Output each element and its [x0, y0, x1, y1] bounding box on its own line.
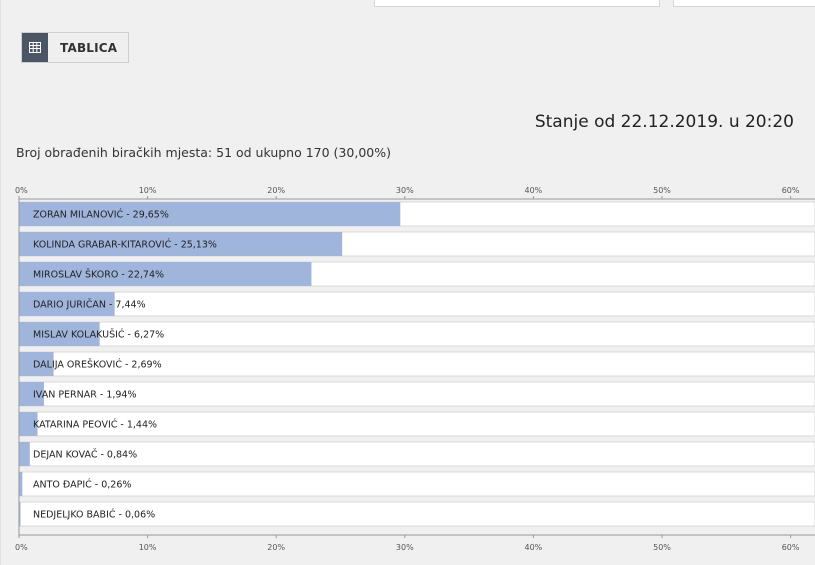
bar-track — [18, 321, 815, 347]
tick-label: 30% — [396, 186, 414, 195]
tick-label: 60% — [782, 543, 800, 552]
bar — [19, 292, 115, 316]
bar-label: ZORAN MILANOVIĆ - 29,65% — [33, 209, 169, 221]
bar-label: IVAN PERNAR - 1,94% — [33, 390, 137, 401]
bar-label: MIROSLAV ŠKORO - 22,74% — [33, 269, 164, 281]
filter-dropdown-2[interactable] — [673, 0, 815, 7]
tick-label: 60% — [782, 186, 800, 195]
left-border — [0, 0, 1, 565]
bar — [19, 202, 401, 226]
bar — [19, 232, 343, 256]
tick-label: 10% — [139, 186, 157, 195]
bar-track — [18, 381, 815, 407]
tick-label: 0% — [15, 543, 28, 552]
tick-label: 40% — [525, 543, 543, 552]
table-view-button[interactable]: TABLICA — [21, 32, 129, 63]
bar — [19, 322, 100, 346]
bar-label: MISLAV KOLAKUŠIĆ - 6,27% — [33, 329, 164, 341]
bar-track — [18, 351, 815, 377]
tick-label: 50% — [653, 186, 671, 195]
polling-stations-count: Broj obrađenih biračkih mjesta: 51 od uk… — [16, 145, 391, 160]
tick-label: 0% — [15, 186, 28, 195]
bar-label: DEJAN KOVAČ - 0,84% — [33, 449, 137, 461]
tick-label: 20% — [267, 186, 285, 195]
bar — [19, 472, 23, 496]
table-view-label: TABLICA — [60, 40, 118, 55]
bar-label: DALIJA OREŠKOVIĆ - 2,69% — [33, 359, 162, 371]
table-icon — [22, 33, 48, 62]
bar-track — [18, 471, 815, 497]
tick-label: 10% — [139, 543, 157, 552]
bar-label: DARIO JURIČAN - 7,44% — [33, 299, 146, 311]
filter-dropdown[interactable] — [374, 0, 660, 7]
bar-track — [18, 441, 815, 467]
tick-label: 30% — [396, 543, 414, 552]
results-timestamp: Stanje od 22.12.2019. u 20:20 — [534, 112, 794, 132]
bar — [19, 412, 38, 436]
bar — [19, 262, 312, 286]
tick-label: 40% — [525, 186, 543, 195]
tick-label: 20% — [267, 543, 285, 552]
bar — [19, 502, 21, 526]
bar — [19, 382, 44, 406]
bar-label: ANTO ĐAPIĆ - 0,26% — [33, 479, 131, 491]
bar-label: KOLINDA GRABAR-KITAROVIĆ - 25,13% — [33, 239, 217, 251]
bar-track — [18, 291, 815, 317]
bar-track — [18, 411, 815, 437]
results-bar-chart: ZORAN MILANOVIĆ - 29,65% KOLINDA GRABAR-K… — [15, 186, 815, 552]
bar — [19, 442, 30, 466]
bar-label: NEDJELJKO BABIĆ - 0,06% — [33, 509, 155, 521]
bar-label: KATARINA PEOVIĆ - 1,44% — [33, 419, 157, 431]
bar — [19, 352, 54, 376]
tick-label: 50% — [653, 543, 671, 552]
